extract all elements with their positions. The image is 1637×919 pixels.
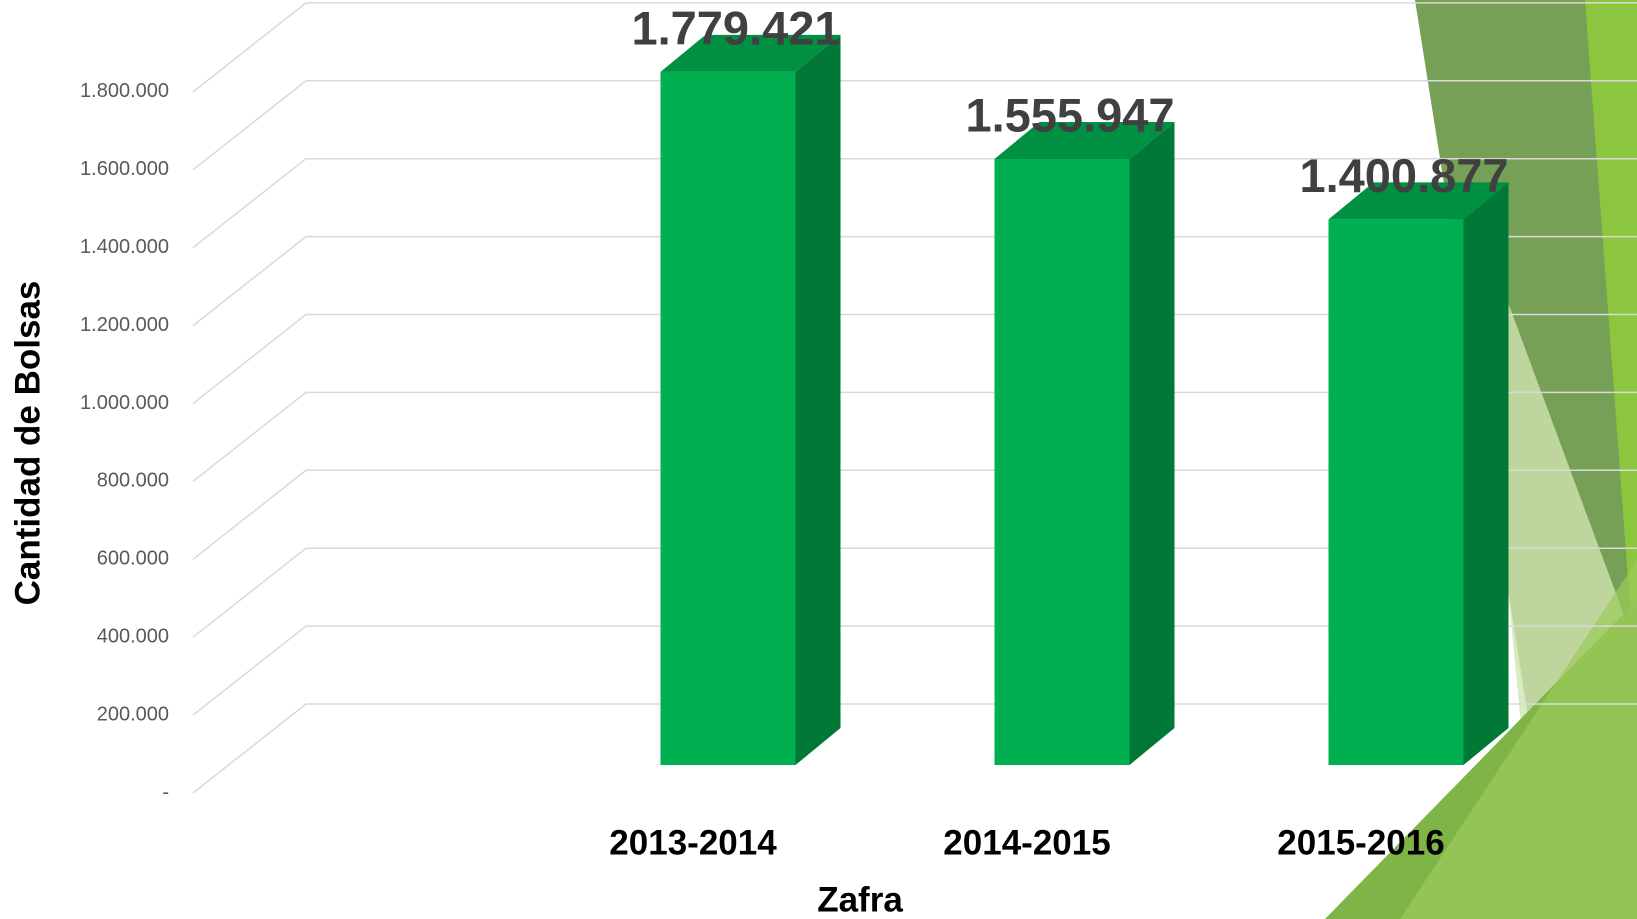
y-tick-label: 800.000: [97, 470, 169, 492]
grid-line: [192, 547, 1637, 638]
grid-line: [192, 703, 1637, 794]
value-label: 1.400.877: [1299, 149, 1508, 202]
bar-top: [994, 121, 1175, 159]
bar-side: [1463, 182, 1509, 766]
grid-line: [192, 235, 1637, 327]
y-tick-label: 600.000: [97, 548, 169, 570]
bar-side: [1129, 121, 1175, 766]
y-tick-label: 1.200.000: [80, 314, 169, 336]
bar-top: [1328, 182, 1509, 220]
x-tick-label: 2015-2016: [1277, 823, 1444, 862]
x-tick-label: 2013-2014: [609, 823, 777, 862]
grid-line: [192, 313, 1637, 405]
bar: [994, 158, 1130, 766]
grid-line: [192, 80, 1637, 171]
y-tick-label: 1.800.000: [80, 80, 169, 102]
grid-line: [192, 391, 1637, 482]
bar: [1328, 219, 1464, 766]
y-axis-title: Cantidad de Bolsas: [8, 281, 47, 606]
bar-top: [660, 34, 841, 72]
value-label: 1.555.947: [965, 88, 1174, 141]
y-tick-label: 400.000: [97, 625, 169, 647]
y-tick-label: -: [162, 781, 169, 803]
y-tick-label: 1.400.000: [80, 236, 169, 258]
grid-line: [192, 469, 1637, 560]
y-tick-label: 200.000: [97, 703, 169, 725]
y-tick-label: 1.000.000: [80, 392, 169, 414]
bar-side: [795, 34, 841, 765]
value-label: 1.779.421: [631, 1, 840, 54]
grid-line: [192, 157, 1637, 249]
x-axis-title: Zafra: [817, 880, 903, 919]
y-tick-label: 1.600.000: [80, 158, 169, 180]
grid-line: [192, 625, 1637, 716]
grid-line: [192, 2, 1637, 93]
bar: [660, 71, 796, 765]
x-tick-label: 2014-2015: [943, 823, 1110, 862]
